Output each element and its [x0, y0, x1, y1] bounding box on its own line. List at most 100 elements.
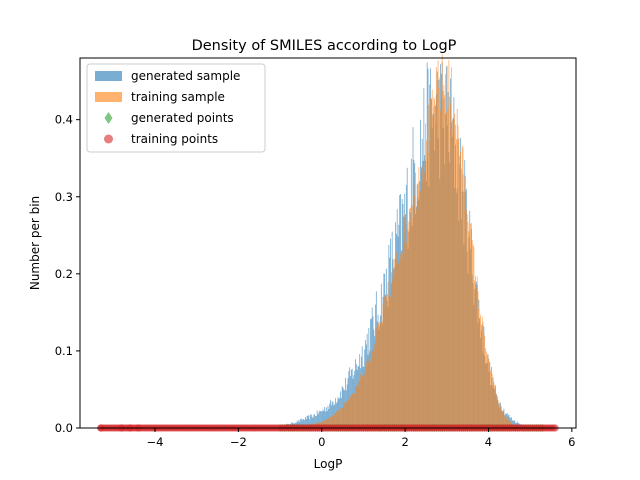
- histogram-bar: [474, 280, 476, 428]
- x-tick-label: 4: [485, 435, 492, 449]
- histogram-bar: [305, 416, 306, 428]
- histogram-bar: [499, 402, 501, 428]
- histogram-bar: [415, 172, 416, 428]
- histogram-bar: [386, 293, 388, 428]
- histogram-bar: [472, 244, 474, 428]
- histogram-bar: [400, 253, 401, 428]
- histogram-bar: [463, 191, 465, 428]
- histogram-bar: [345, 401, 346, 428]
- histogram-bar: [341, 386, 343, 428]
- histogram-bar: [342, 407, 344, 428]
- histogram-bar: [350, 396, 351, 428]
- histogram-bar: [477, 291, 479, 428]
- histogram-bar: [495, 394, 497, 428]
- histogram-bar: [362, 375, 364, 428]
- y-tick-label: 0.1: [55, 344, 73, 358]
- legend: generated sample training sample generated…: [86, 63, 266, 153]
- histogram-bar: [465, 209, 467, 428]
- histogram-bar: [329, 403, 331, 428]
- histogram-bar: [325, 419, 327, 428]
- histogram-bar: [482, 321, 484, 428]
- histogram-bar: [320, 411, 322, 428]
- histogram-bar: [502, 411, 504, 428]
- histogram-bar: [500, 406, 502, 428]
- histogram-bar: [401, 250, 403, 428]
- histogram-bar: [493, 381, 495, 428]
- legend-swatch: [95, 71, 122, 81]
- histogram-bar: [328, 418, 330, 428]
- histogram-bar: [479, 318, 481, 428]
- histogram-bar: [481, 316, 483, 428]
- histogram-bar: [350, 396, 352, 428]
- x-tick-label: 6: [568, 435, 575, 449]
- histogram-bar: [331, 401, 333, 428]
- histogram-bar: [503, 413, 505, 428]
- histogram-bar: [409, 227, 411, 428]
- histogram-bar: [329, 416, 331, 428]
- histogram-bar: [410, 207, 411, 428]
- histogram-bar: [373, 348, 375, 428]
- histogram-bar: [461, 145, 463, 429]
- histogram-bar: [430, 100, 432, 428]
- histogram-bar: [368, 362, 370, 428]
- y-tick-label: 0.2: [55, 267, 73, 281]
- histogram-bar: [498, 403, 500, 428]
- histogram-bar: [405, 224, 406, 428]
- histogram-bar: [508, 419, 510, 428]
- histogram-bar: [447, 108, 449, 428]
- histogram-bar: [406, 223, 408, 428]
- histogram-bar: [390, 297, 391, 428]
- histogram-bar: [462, 147, 464, 428]
- histogram-bar: [469, 245, 471, 428]
- histogram-bar: [413, 183, 415, 428]
- histogram-bar: [302, 419, 304, 428]
- histogram-bar: [298, 419, 300, 428]
- histogram-bar: [420, 190, 421, 428]
- histogram-bar: [483, 332, 485, 428]
- histogram-bar: [385, 296, 386, 428]
- histogram-bar: [333, 413, 335, 428]
- histogram-bar: [371, 351, 373, 428]
- histogram-bar: [378, 323, 380, 428]
- histogram-bar: [311, 416, 313, 428]
- histogram-bar: [363, 370, 365, 428]
- histogram-bar: [453, 119, 455, 428]
- histogram-bar: [416, 200, 418, 428]
- histogram-bar: [445, 112, 447, 429]
- histogram-bar: [422, 181, 424, 428]
- histogram-bar: [445, 74, 446, 429]
- histogram-bar: [387, 281, 389, 428]
- histogram-bar: [355, 385, 357, 428]
- histogram-bar: [491, 373, 493, 428]
- histogram-bar: [460, 151, 461, 428]
- histogram-bar: [366, 367, 368, 428]
- histogram-bar: [408, 221, 410, 428]
- histogram-bar: [496, 398, 498, 428]
- histogram-bar: [322, 409, 324, 428]
- y-tick-label: 0.0: [55, 421, 73, 435]
- histogram-bar: [464, 176, 466, 428]
- histogram-bar: [327, 418, 329, 428]
- histogram-bar: [438, 87, 440, 428]
- histogram-bar: [485, 348, 486, 428]
- histogram-bar: [443, 84, 445, 429]
- histogram-bar: [431, 89, 433, 429]
- histogram-bar: [430, 97, 431, 429]
- histogram-bar: [372, 350, 374, 428]
- histogram-bar: [341, 407, 343, 428]
- x-tick-label: 2: [401, 435, 408, 449]
- histogram-bar: [318, 412, 320, 428]
- histogram-bar: [327, 405, 329, 428]
- histogram-bar: [321, 411, 323, 428]
- histogram-bar: [400, 260, 402, 428]
- histogram-bar: [513, 420, 515, 428]
- histogram-bar: [314, 414, 316, 428]
- histogram-bar: [404, 214, 406, 428]
- histogram-bar: [300, 419, 301, 428]
- histogram-bar: [446, 65, 448, 429]
- histogram-bar: [455, 124, 456, 429]
- histogram-bar: [415, 208, 417, 428]
- histogram-bar: [312, 417, 314, 428]
- histogram-bar: [488, 358, 490, 428]
- histogram-bar: [389, 287, 391, 428]
